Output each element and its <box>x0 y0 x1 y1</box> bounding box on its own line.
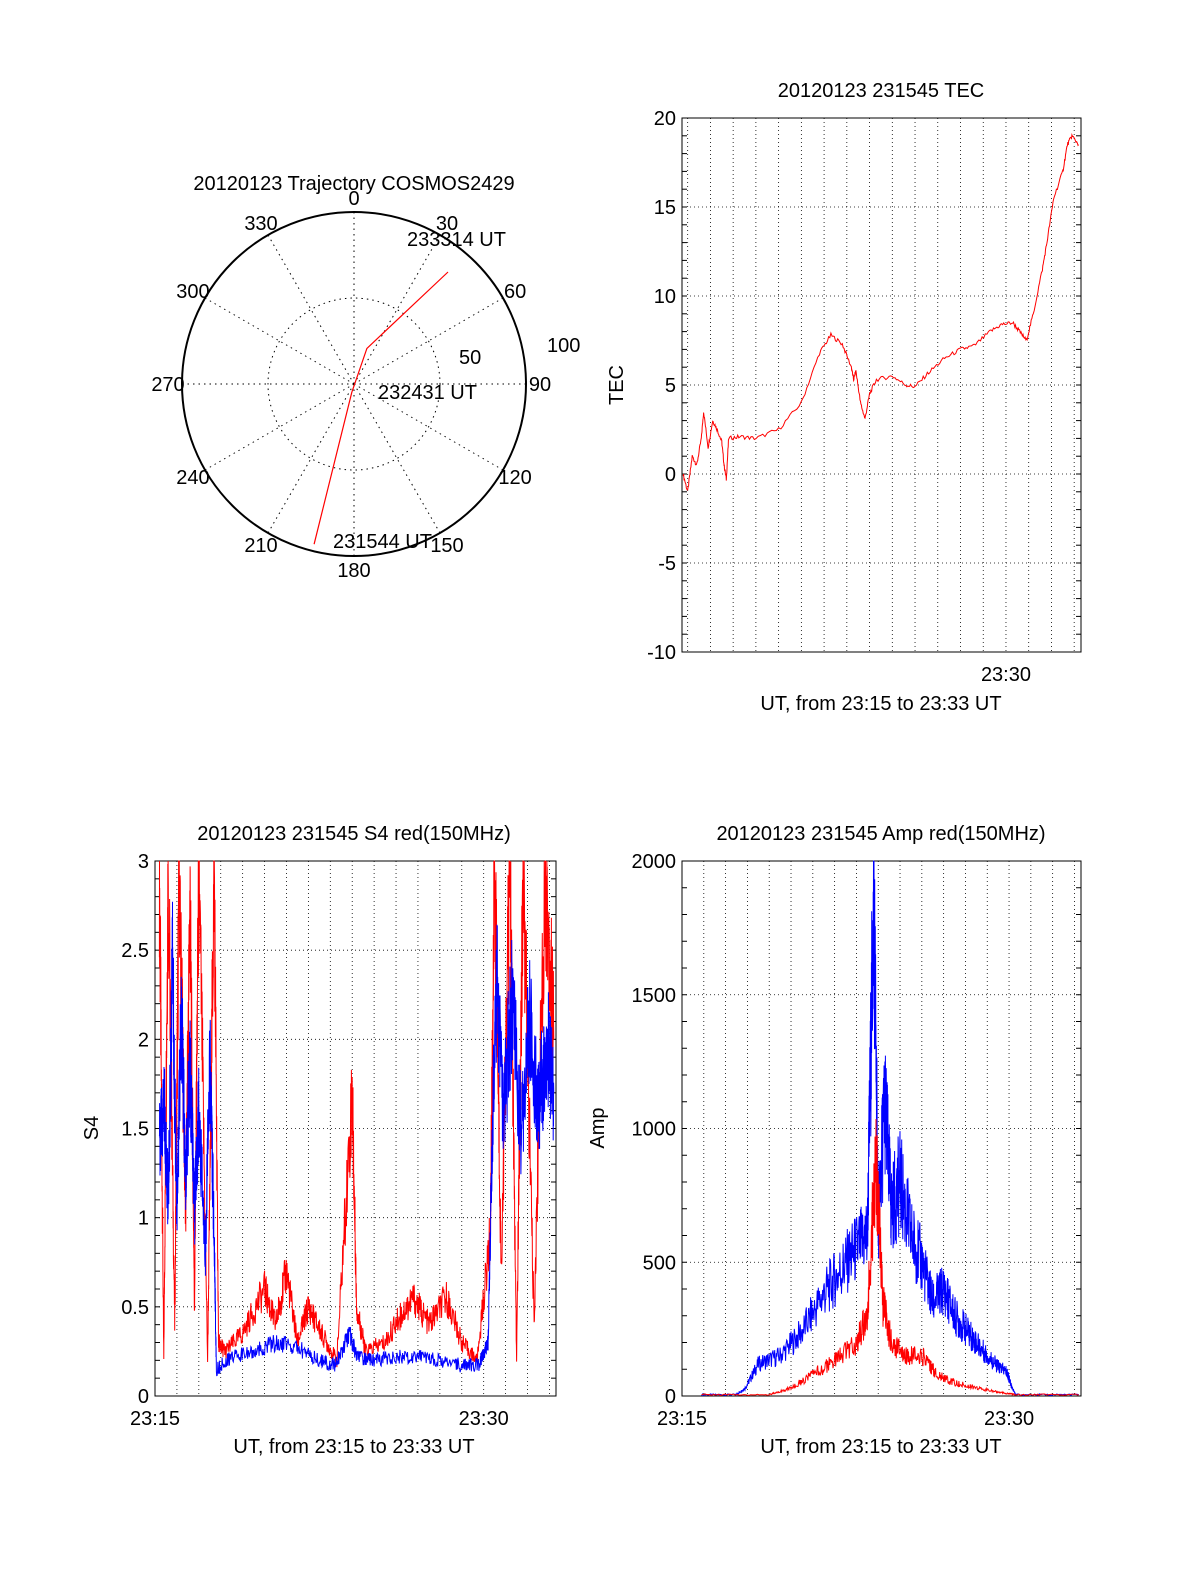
azimuth-label-30: 30 <box>436 213 458 235</box>
tec-x-tick-labels: 23:30 <box>981 664 1031 686</box>
amp-xtick-label: 23:30 <box>984 1408 1034 1430</box>
spoke-150 <box>353 383 441 534</box>
tec-y-tick-labels: 20 15 10 5 0 -5 -10 <box>647 108 676 664</box>
ring-label-100: 100 <box>547 335 580 357</box>
amp-series <box>701 860 1079 1397</box>
tec-title: 20120123 231545 TEC <box>778 80 984 102</box>
azimuth-label-270: 270 <box>151 374 184 396</box>
tec-ytick-label: 20 <box>654 108 676 130</box>
azimuth-label-90: 90 <box>529 374 551 396</box>
s4-ytick-label: 1 <box>138 1208 149 1230</box>
amp-ytick-label: 0 <box>665 1386 676 1408</box>
s4-axes-frame <box>154 860 557 1397</box>
tec-ytick-label: 0 <box>665 464 676 486</box>
annotation-mid-time: 232431 UT <box>378 382 477 404</box>
s4-plot: 20120123 231545 S4 red(150MHz) 3 2.5 2 1.5 1… <box>81 823 557 1458</box>
amp-ytick-label: 1000 <box>632 1119 677 1141</box>
spoke-60 <box>353 297 504 385</box>
spoke-210 <box>267 383 355 534</box>
amp-xtick-label: 23:15 <box>657 1408 707 1430</box>
tec-ytick-label: 5 <box>665 375 676 397</box>
tec-ytick-label: 15 <box>654 197 676 219</box>
s4-ytick-label: 2 <box>138 1029 149 1051</box>
amp-ytick-label: 500 <box>643 1252 676 1274</box>
azimuth-label-60: 60 <box>504 281 526 303</box>
amp-series-red <box>701 1118 1079 1397</box>
amp-x-tick-labels: 23:15 23:30 <box>657 1408 1034 1430</box>
amp-axes-frame <box>681 860 1082 1397</box>
amp-ylabel: Amp <box>587 1107 609 1148</box>
azimuth-spokes <box>182 212 526 556</box>
tec-xtick-label: 23:30 <box>981 664 1031 686</box>
tec-series-red <box>682 132 1080 491</box>
annotation-start-time: 231544 UT <box>333 531 432 553</box>
amp-title: 20120123 231545 Amp red(150MHz) <box>716 823 1045 845</box>
tec-ytick-label: -10 <box>647 642 676 664</box>
polar-trajectory-plot: 20120123 Trajectory COSMOS2429 0 30 60 90 12… <box>151 173 580 582</box>
azimuth-label-150: 150 <box>430 535 463 557</box>
spoke-330 <box>267 234 355 385</box>
s4-ytick-label: 1.5 <box>121 1119 149 1141</box>
spoke-300 <box>204 297 355 385</box>
azimuth-label-180: 180 <box>337 560 370 582</box>
azimuth-label-0: 0 <box>348 188 359 210</box>
azimuth-label-240: 240 <box>176 467 209 489</box>
spoke-30 <box>353 234 441 385</box>
ring-label-50: 50 <box>459 347 481 369</box>
azimuth-label-330: 330 <box>244 213 277 235</box>
amp-plot: 20120123 231545 Amp red(150MHz) 2000 1500… <box>587 823 1082 1458</box>
s4-series <box>158 860 555 1377</box>
tec-series <box>682 132 1080 491</box>
amp-y-tick-labels: 2000 1500 1000 500 0 <box>632 851 677 1408</box>
azimuth-label-120: 120 <box>498 467 531 489</box>
s4-y-tick-labels: 3 2.5 2 1.5 1 0.5 0 <box>121 851 149 1408</box>
s4-ytick-label: 0.5 <box>121 1297 149 1319</box>
s4-xtick-label: 23:30 <box>459 1408 509 1430</box>
azimuth-label-210: 210 <box>244 535 277 557</box>
s4-series-red <box>158 860 555 1368</box>
tec-ylabel: TEC <box>606 365 628 405</box>
tec-ytick-label: 10 <box>654 286 676 308</box>
s4-ytick-label: 0 <box>138 1386 149 1408</box>
tec-xlabel: UT, from 23:15 to 23:33 UT <box>760 693 1001 715</box>
tec-axes-frame <box>681 117 1082 653</box>
azimuth-labels: 0 30 60 90 120 150 180 210 240 270 300 330 <box>151 188 551 582</box>
polar-title: 20120123 Trajectory COSMOS2429 <box>193 173 514 195</box>
amp-ytick-label: 1500 <box>632 985 677 1007</box>
s4-ylabel: S4 <box>81 1116 103 1140</box>
azimuth-label-300: 300 <box>176 281 209 303</box>
tec-grid <box>682 117 1081 653</box>
s4-series-blue <box>158 901 555 1377</box>
s4-ytick-label: 3 <box>138 851 149 873</box>
s4-x-tick-labels: 23:15 23:30 <box>130 1408 509 1430</box>
spoke-240 <box>204 383 355 471</box>
spoke-120 <box>353 383 504 471</box>
s4-xlabel: UT, from 23:15 to 23:33 UT <box>233 1436 474 1458</box>
tec-ytick-label: -5 <box>658 553 676 575</box>
amp-xlabel: UT, from 23:15 to 23:33 UT <box>760 1436 1001 1458</box>
amp-ytick-label: 2000 <box>632 851 677 873</box>
s4-xtick-label: 23:15 <box>130 1408 180 1430</box>
inner-ring <box>267 297 441 471</box>
s4-ytick-label: 2.5 <box>121 940 149 962</box>
s4-title: 20120123 231545 S4 red(150MHz) <box>197 823 511 845</box>
amp-series-blue <box>701 860 1079 1397</box>
annotation-end-time: 233314 UT <box>407 229 506 251</box>
trajectory-line <box>313 271 449 545</box>
